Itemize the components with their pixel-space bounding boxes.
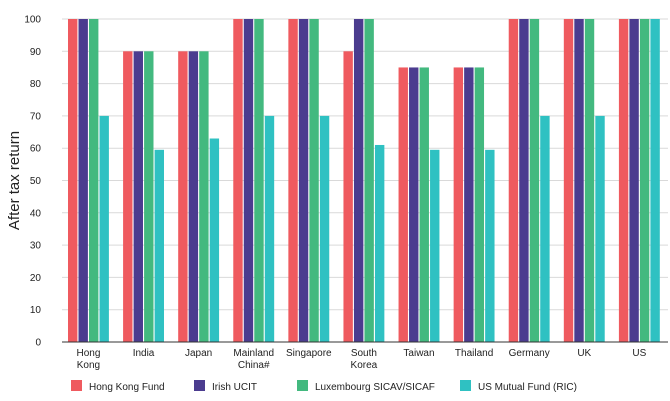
x-tick-label: Japan [185,348,212,359]
bar-2-6 [353,19,364,342]
y-axis-label: After tax return [6,131,23,230]
y-tick-label: 30 [30,241,42,252]
legend-swatch-3 [297,380,308,391]
legend: Hong Kong Fund Irish UCIT Luxembourg SICAV… [71,380,577,393]
x-tick-label: UK [577,348,591,359]
y-tick-label: 40 [30,208,42,219]
bar-2-9 [519,19,529,342]
bar-2-7 [409,67,419,342]
bar-3-2 [144,51,154,343]
bar-4-5 [319,115,330,343]
x-tick-label: Singapore [286,348,332,359]
legend-label-3: Luxembourg SICAV/SICAF [315,382,435,393]
bar-3-10 [584,19,595,342]
x-tick-label-line: Singapore [286,348,332,359]
x-tick-label-line: Hong [76,348,100,359]
legend-swatch-1 [71,380,82,391]
x-tick-label: Taiwan [403,348,434,359]
bar-3-6 [364,19,374,342]
bar-1-1 [68,19,78,342]
bar-1-6 [343,51,353,343]
y-tick-label: 90 [30,47,42,58]
x-tick-label-line: Germany [509,348,550,359]
bar-2-5 [298,19,309,342]
bar-1-11 [618,19,629,342]
y-tick-label: 100 [24,15,41,26]
bar-4-10 [595,115,605,343]
y-tick-label: 70 [30,111,42,122]
bar-3-7 [419,67,429,342]
bar-1-10 [563,19,574,342]
bar-1-8 [453,67,464,342]
bar-3-4 [254,19,264,342]
x-tick-label: Germany [509,348,550,359]
x-tick-label: India [133,348,155,359]
bar-4-6 [374,144,385,342]
bar-4-4 [264,115,275,343]
x-tick-label: South Korea [351,348,378,371]
x-tick-label-line: India [133,348,155,359]
bar-3-1 [89,19,99,342]
bar-4-1 [99,115,109,343]
x-tick-label-line: Taiwan [403,348,434,359]
y-tick-label: 10 [30,305,42,316]
x-tick-label: US [632,348,646,359]
y-tick-label: 80 [30,79,42,90]
x-tick-label: Thailand [455,348,493,359]
legend-label-2: Irish UCIT [212,382,257,393]
bar-2-2 [133,51,143,343]
y-tick-label: 20 [30,273,42,284]
bar-2-3 [188,51,199,343]
bar-1-7 [398,67,408,342]
bar-1-3 [178,51,188,343]
legend-swatch-4 [460,380,471,391]
bar-2-11 [629,19,639,342]
bar-4-8 [485,149,495,342]
x-tick-label-line: Thailand [455,348,493,359]
bar-3-5 [309,19,319,342]
bar-2-8 [464,67,474,342]
x-tick-label-line: South [351,348,377,359]
bar-2-4 [243,19,254,342]
legend-label-1: Hong Kong Fund [89,382,165,393]
x-tick-label: Hong Kong [76,348,100,371]
bar-4-3 [209,138,220,342]
bar-2-1 [78,19,88,342]
x-axis-labels: Hong Kong India Japan Mainland China# Singapor… [76,348,646,371]
y-tick-label: 60 [30,144,42,155]
x-tick-label-line: US [632,348,646,359]
x-tick-label-line: Japan [185,348,212,359]
y-axis-ticks: 0 10 20 30 40 50 60 70 80 90 100 [24,15,41,349]
bar-3-11 [639,19,650,342]
bar-3-3 [199,51,209,343]
x-tick-label-line: UK [577,348,591,359]
bars [68,19,660,343]
bar-4-11 [650,19,660,342]
bar-1-2 [123,51,133,343]
x-tick-label-line: Kong [77,360,100,371]
legend-label-4: US Mutual Fund (RIC) [478,382,577,393]
x-tick-label-line: Korea [351,360,378,371]
x-tick-label: Mainland China# [233,348,274,371]
y-tick-label: 0 [35,338,41,349]
bar-4-2 [154,149,164,342]
bar-3-9 [529,19,540,342]
bar-3-8 [474,67,485,342]
y-tick-label: 50 [30,176,42,187]
legend-swatch-2 [194,380,205,391]
bar-1-5 [288,19,298,342]
bar-4-9 [540,115,550,343]
bar-4-7 [430,149,440,342]
bar-1-9 [508,19,519,342]
bar-1-4 [233,19,243,342]
x-tick-label-line: Mainland [233,348,274,359]
bar-2-10 [574,19,584,342]
x-tick-label-line: China# [238,360,270,371]
